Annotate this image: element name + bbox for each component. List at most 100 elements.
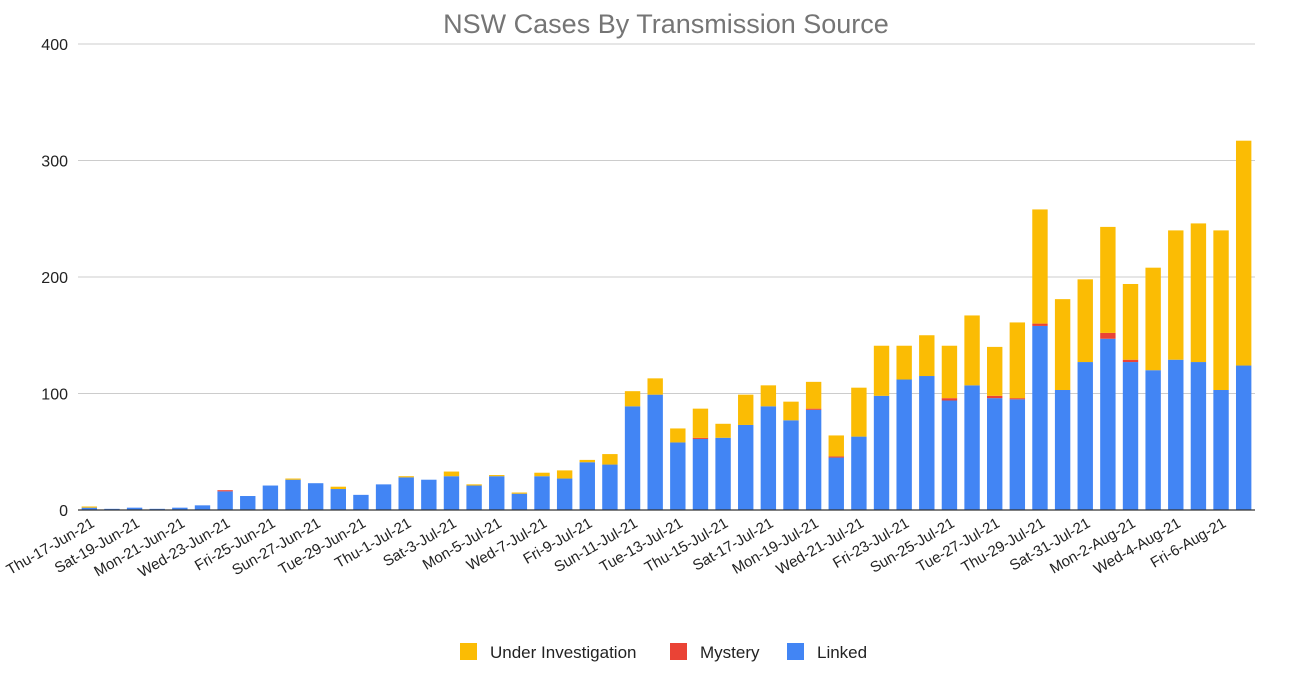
bar-linked-Thu-17-Jun-21 bbox=[81, 507, 98, 510]
bar-linked-Fri-9-Jul-21 bbox=[579, 462, 595, 510]
bar-linked-Sat-24-Jul-21 bbox=[919, 376, 935, 510]
legend-mystery-swatch bbox=[670, 643, 687, 660]
bar-under-investigation-Fri-30-Jul-21 bbox=[1054, 299, 1071, 391]
chart-title: NSW Cases By Transmission Source bbox=[443, 9, 889, 39]
bar-linked-Wed-23-Jun-21 bbox=[217, 491, 233, 510]
bar-mystery-Tue-20-Jul-21 bbox=[828, 456, 844, 458]
bar-under-investigation-Tue-20-Jul-21 bbox=[828, 435, 844, 457]
bars bbox=[81, 140, 1252, 510]
bar-linked-Tue-13-Jul-21 bbox=[670, 442, 686, 510]
bar-linked-Wed-14-Jul-21 bbox=[692, 438, 709, 510]
bar-mystery-Thu-29-Jul-21 bbox=[1032, 323, 1048, 326]
bar-linked-Fri-25-Jun-21 bbox=[262, 485, 279, 510]
bar-linked-Mon-21-Jun-21 bbox=[172, 507, 188, 510]
legend-under-investigation-label: Under Investigation bbox=[490, 643, 636, 662]
bar-mystery-Wed-23-Jun-21 bbox=[217, 490, 233, 492]
bar-under-investigation-Thu-15-Jul-21 bbox=[715, 423, 731, 438]
bar-under-investigation-Tue-3-Aug-21 bbox=[1145, 267, 1161, 371]
bar-under-investigation-Wed-21-Jul-21 bbox=[851, 387, 867, 437]
bar-under-investigation-Thu-29-Jul-21 bbox=[1032, 209, 1048, 324]
bar-linked-Sat-3-Jul-21 bbox=[443, 476, 460, 510]
bar-linked-Tue-20-Jul-21 bbox=[828, 457, 844, 510]
bar-mystery-Mon-2-Aug-21 bbox=[1122, 359, 1139, 363]
bar-under-investigation-Sat-10-Jul-21 bbox=[602, 454, 618, 465]
bar-under-investigation-Sun-18-Jul-21 bbox=[783, 401, 799, 421]
bar-linked-Sat-10-Jul-21 bbox=[602, 464, 618, 510]
legend: Under Investigation Mystery Linked bbox=[460, 643, 867, 662]
bar-linked-Mon-28-Jun-21 bbox=[330, 489, 346, 510]
bar-under-investigation-Mon-5-Jul-21 bbox=[489, 475, 505, 477]
bar-linked-Wed-30-Jun-21 bbox=[375, 484, 392, 510]
bar-linked-Tue-3-Aug-21 bbox=[1145, 370, 1161, 510]
bar-linked-Sun-1-Aug-21 bbox=[1100, 338, 1116, 510]
bar-linked-Thu-24-Jun-21 bbox=[240, 496, 256, 510]
bar-under-investigation-Sun-25-Jul-21 bbox=[941, 345, 958, 399]
y-tick-label: 400 bbox=[41, 37, 68, 54]
bar-linked-Sat-31-Jul-21 bbox=[1077, 362, 1093, 510]
bar-under-investigation-Tue-13-Jul-21 bbox=[670, 428, 686, 443]
bar-linked-Mon-12-Jul-21 bbox=[647, 394, 663, 510]
bar-under-investigation-Fri-16-Jul-21 bbox=[738, 394, 754, 425]
bar-under-investigation-Sun-11-Jul-21 bbox=[624, 391, 641, 407]
bar-under-investigation-Sat-26-Jun-21 bbox=[285, 478, 301, 480]
bar-under-investigation-Mon-28-Jun-21 bbox=[330, 486, 346, 490]
bar-linked-Fri-6-Aug-21 bbox=[1213, 390, 1229, 510]
y-tick-label: 0 bbox=[59, 503, 68, 520]
bar-under-investigation-Thu-8-Jul-21 bbox=[556, 470, 573, 479]
bar-linked-Fri-23-Jul-21 bbox=[896, 379, 912, 510]
bar-under-investigation-Mon-26-Jul-21 bbox=[964, 315, 980, 386]
bar-linked-Wed-4-Aug-21 bbox=[1168, 359, 1184, 510]
bar-under-investigation-Wed-4-Aug-21 bbox=[1168, 230, 1184, 360]
legend-mystery-label: Mystery bbox=[700, 643, 760, 662]
bar-linked-Tue-22-Jun-21 bbox=[194, 505, 211, 510]
bar-under-investigation-Mon-12-Jul-21 bbox=[647, 378, 663, 395]
bar-linked-Sun-27-Jun-21 bbox=[307, 483, 324, 510]
bar-under-investigation-Thu-17-Jun-21 bbox=[81, 506, 98, 508]
bar-linked-Sat-7-Aug-21 bbox=[1235, 365, 1252, 510]
legend-linked-swatch bbox=[787, 643, 804, 660]
bar-linked-Sun-4-Jul-21 bbox=[466, 485, 482, 510]
bar-linked-Wed-21-Jul-21 bbox=[851, 436, 867, 510]
bar-linked-Mon-26-Jul-21 bbox=[964, 385, 980, 510]
bar-linked-Thu-1-Jul-21 bbox=[398, 477, 414, 510]
bar-linked-Tue-29-Jun-21 bbox=[353, 494, 369, 510]
bar-linked-Thu-29-Jul-21 bbox=[1032, 325, 1048, 510]
legend-linked-label: Linked bbox=[817, 643, 867, 662]
bar-under-investigation-Tue-6-Jul-21 bbox=[511, 492, 528, 494]
bar-mystery-Wed-28-Jul-21 bbox=[1009, 398, 1026, 400]
bar-under-investigation-Sat-17-Jul-21 bbox=[760, 385, 777, 407]
bar-under-investigation-Fri-23-Jul-21 bbox=[896, 345, 912, 380]
bar-linked-Thu-15-Jul-21 bbox=[715, 437, 731, 510]
x-axis-ticks: Thu-17-Jun-21Sat-19-Jun-21Mon-21-Jun-21W… bbox=[4, 515, 1229, 581]
bar-linked-Sun-11-Jul-21 bbox=[624, 406, 641, 510]
y-tick-label: 300 bbox=[41, 154, 68, 171]
bar-under-investigation-Thu-5-Aug-21 bbox=[1190, 223, 1207, 363]
bar-linked-Fri-2-Jul-21 bbox=[421, 479, 437, 510]
bar-linked-Fri-30-Jul-21 bbox=[1054, 390, 1071, 510]
bar-under-investigation-Tue-27-Jul-21 bbox=[987, 346, 1003, 396]
bar-under-investigation-Thu-1-Jul-21 bbox=[398, 476, 414, 478]
bar-under-investigation-Mon-19-Jul-21 bbox=[805, 381, 822, 409]
bar-linked-Sun-25-Jul-21 bbox=[941, 400, 958, 510]
legend-under-investigation-swatch bbox=[460, 643, 477, 660]
bar-mystery-Sun-25-Jul-21 bbox=[941, 398, 958, 401]
bar-under-investigation-Wed-14-Jul-21 bbox=[692, 408, 709, 438]
bar-under-investigation-Sat-7-Aug-21 bbox=[1235, 140, 1252, 366]
bar-linked-Mon-19-Jul-21 bbox=[805, 409, 822, 510]
y-tick-label: 100 bbox=[41, 387, 68, 404]
bar-under-investigation-Sun-1-Aug-21 bbox=[1100, 226, 1116, 333]
bar-linked-Wed-28-Jul-21 bbox=[1009, 399, 1026, 510]
bar-linked-Tue-6-Jul-21 bbox=[511, 493, 528, 510]
bar-under-investigation-Thu-22-Jul-21 bbox=[873, 345, 890, 396]
bar-linked-Sat-19-Jun-21 bbox=[126, 507, 143, 510]
bar-under-investigation-Sat-31-Jul-21 bbox=[1077, 279, 1093, 363]
bar-linked-Thu-5-Aug-21 bbox=[1190, 362, 1207, 510]
bar-linked-Sat-26-Jun-21 bbox=[285, 479, 301, 510]
bar-under-investigation-Sat-3-Jul-21 bbox=[443, 471, 460, 477]
bar-linked-Sat-17-Jul-21 bbox=[760, 406, 777, 510]
bar-linked-Mon-5-Jul-21 bbox=[489, 476, 505, 510]
bar-linked-Fri-16-Jul-21 bbox=[738, 424, 754, 510]
bar-linked-Tue-27-Jul-21 bbox=[987, 398, 1003, 510]
